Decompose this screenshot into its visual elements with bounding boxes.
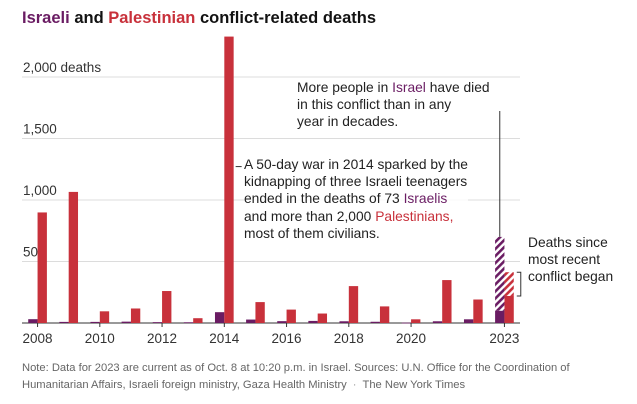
x-tick-label: 2014 [209, 331, 240, 346]
bar-israeli [59, 321, 69, 323]
bar-palestinian [379, 306, 390, 323]
ann-2014-line2: kidnapping of three Israeli teenagers [244, 174, 468, 190]
ann-2023-line1: Deaths since [528, 235, 608, 250]
x-tick-label: 2023 [489, 331, 519, 346]
bar-israeli [401, 322, 412, 324]
footnote-credit: The New York Times [362, 379, 466, 391]
bar-palestinian [99, 311, 110, 323]
ann-israel-line3: year in decades. [297, 114, 399, 130]
x-tick-label: 2010 [85, 331, 115, 346]
y-tick-label: 1,500 [23, 122, 57, 137]
bar-israeli [246, 319, 256, 323]
bar-israeli [339, 321, 349, 323]
chart-title: Israeli and Palestinian conflict-related… [22, 9, 376, 28]
bar-israeli [121, 321, 131, 323]
bar-palestinian-since-conflict [504, 272, 514, 296]
annotation-bracket [516, 271, 522, 297]
bar-israeli [90, 321, 100, 323]
bar-palestinian [68, 191, 79, 323]
title-rest: conflict-related deaths [199, 9, 377, 27]
bar-palestinian [162, 291, 172, 323]
bar-israeli [308, 320, 318, 323]
y-tick-label: 1,000 [23, 183, 57, 198]
bar-palestinian [411, 319, 421, 323]
x-axis-ticks: 2008 2010 2012 2014 2016 2018 2020 2023 [23, 323, 519, 346]
bar-israeli [370, 321, 380, 323]
bar-israeli [152, 322, 163, 323]
bar-palestinian [37, 212, 47, 323]
ann-2014-israelis: Israelis [403, 191, 448, 207]
ann-2014-line5: most of them civilians. [244, 225, 380, 241]
ann-israel-text: More people in [297, 80, 389, 95]
bar-israeli [28, 319, 38, 323]
ann-2014-line3: ended in the deaths of 73 [244, 191, 400, 207]
title-israeli: Israeli [22, 9, 70, 27]
bar-palestinian [473, 299, 483, 323]
x-tick-label: 2020 [396, 331, 426, 346]
bar-palestinian [286, 309, 296, 323]
bar-israeli [432, 321, 443, 323]
bar-israeli [277, 321, 287, 323]
title-and: and [74, 9, 104, 27]
x-tick-label: 2012 [147, 331, 177, 346]
bar-israeli [214, 312, 225, 323]
bar-palestinian [130, 308, 141, 323]
ann-israel-text2: have died [429, 80, 490, 95]
title-palestinian: Palestinian [108, 9, 196, 27]
footnote: Note: Data for 2023 are current as of Oc… [22, 360, 622, 394]
x-tick-label: 2016 [272, 331, 302, 346]
annotation-since-conflict: Deaths since most recent conflict began [528, 234, 613, 286]
footnote-separator: · [352, 379, 357, 391]
ann-2014-line4: and more than 2,000 [244, 208, 372, 224]
bar-palestinian [255, 302, 265, 323]
bar-palestinian [193, 318, 203, 323]
ann-2014-palestinians: Palestinians, [375, 208, 454, 224]
ann-israel-highlight: Israel [392, 80, 426, 95]
bar-palestinian [348, 286, 359, 323]
bar-palestinian [224, 36, 234, 324]
bar-israeli [463, 319, 474, 323]
bars [28, 36, 522, 324]
footnote-text: Note: Data for 2023 are current as of Oc… [22, 362, 570, 391]
bar-palestinian [504, 295, 514, 323]
x-tick-label: 2008 [23, 331, 53, 346]
bar-palestinian [317, 313, 328, 323]
y-tick-label: 2,000 deaths [23, 60, 101, 75]
annotation-israel-record: More people in Israel have died in this … [297, 79, 490, 131]
ann-2014-line1: A 50-day war in 2014 sparked by the [244, 157, 468, 172]
bar-israeli [495, 310, 505, 323]
bar-israeli-since-conflict [495, 236, 505, 311]
x-tick-label: 2018 [334, 331, 364, 346]
ann-2023-line2: most recent [528, 252, 601, 268]
annotation-2014-war: A 50-day war in 2014 sparked by the kidn… [244, 156, 468, 243]
bar-israeli [183, 322, 194, 324]
ann-2023-line3: conflict began [528, 269, 614, 285]
ann-israel-line2: in this conflict than in any [297, 97, 452, 113]
bar-palestinian [442, 280, 452, 323]
